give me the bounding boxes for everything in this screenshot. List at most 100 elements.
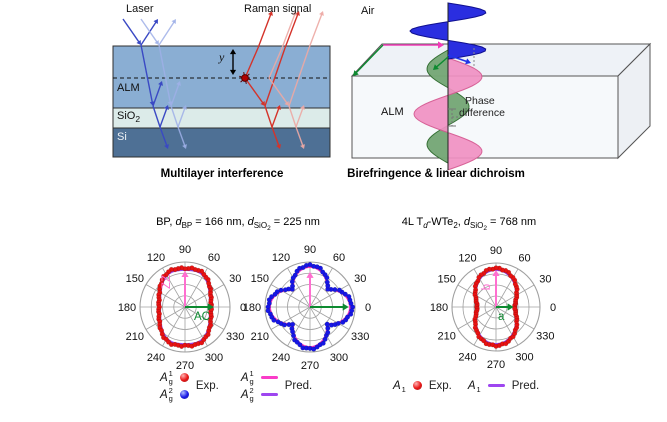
exp-dot (311, 346, 317, 352)
green-refracted-arrow (434, 56, 449, 69)
arrowhead (153, 19, 158, 24)
ag1-pred-marker (260, 376, 278, 379)
angle-label: 30 (354, 273, 366, 285)
arrowhead (353, 70, 359, 76)
arrow (257, 13, 272, 49)
angle-label: 90 (304, 244, 316, 256)
arrowhead (181, 271, 189, 277)
arrow (177, 126, 186, 147)
ac-axis-label: AC (194, 311, 210, 323)
angle-label: 60 (208, 252, 220, 264)
exp-dot (272, 291, 278, 297)
exp-dot (324, 279, 330, 285)
arrowhead (182, 105, 187, 110)
angle-label: 150 (437, 274, 455, 286)
exp-dot (289, 279, 295, 285)
exp-dot (290, 333, 297, 339)
green-edge-arrow (354, 44, 384, 75)
arrowhead (284, 101, 289, 106)
arrowhead (438, 41, 444, 49)
angle-label: 300 (205, 352, 223, 364)
raman-emitter-dot (241, 74, 249, 82)
exp-dot (349, 308, 355, 314)
exp-dot (335, 320, 341, 327)
arrow (152, 83, 162, 107)
angle-label: 90 (490, 245, 502, 257)
arrowhead (276, 105, 281, 110)
angle-label: 60 (333, 252, 345, 264)
panel-title-wte2: 4L Td-WTe2, dSiO2 = 768 nm (401, 216, 537, 232)
angle-label: 210 (126, 331, 144, 343)
pred-label-wte2: Pred. (511, 379, 540, 392)
angle-label: 210 (251, 331, 269, 343)
alm-cube-label: ALM (381, 106, 404, 118)
caption-multilayer-interference: Multilayer interference (160, 168, 284, 180)
arrow (308, 13, 323, 49)
arrow (268, 77, 289, 105)
arrow (158, 44, 172, 104)
angle-label: 240 (272, 352, 290, 364)
exp-dot (320, 340, 326, 346)
arrow (271, 126, 280, 147)
arrowhead (158, 81, 163, 86)
a1-pred-marker (487, 384, 505, 387)
birefringence-diagram (350, 2, 652, 171)
a1-exp-marker (412, 381, 422, 390)
a1-exp-symbol: A 1 (393, 379, 406, 394)
ag1-exp-marker (179, 373, 189, 382)
arrowhead (136, 40, 141, 45)
arrowhead (229, 49, 237, 55)
angle-label: 120 (147, 252, 165, 264)
angle-label: 90 (179, 244, 191, 256)
exp-label: Exp. (195, 380, 219, 392)
arrowhead (260, 101, 265, 106)
arrow (159, 126, 168, 147)
angle-label: 30 (229, 273, 241, 285)
cube-top-face (350, 43, 652, 77)
arrowhead (164, 105, 169, 110)
arrow (140, 44, 154, 104)
arrow (177, 107, 186, 128)
arrow (271, 107, 280, 128)
zz-axis-label: ZZ (161, 274, 173, 290)
arrow (170, 83, 180, 107)
arrowhead (433, 64, 439, 70)
b-axis-label: b (481, 283, 493, 291)
phase-difference-label-line1: Phase (465, 95, 495, 107)
sio2-layer-label: SiO2 (117, 110, 141, 124)
raman-signal-label: Raman signal (244, 3, 312, 15)
angle-label: 240 (458, 351, 476, 363)
angle-label: 0 (365, 302, 371, 314)
arrowhead (276, 144, 281, 149)
a1-pred-symbol: A 1 (467, 379, 481, 394)
arrow (284, 13, 299, 49)
angle-label: 240 (147, 352, 165, 364)
exp-dot (282, 287, 289, 293)
angle-label: 330 (536, 331, 554, 343)
arrowhead (207, 303, 214, 311)
exp-dot (512, 306, 518, 312)
exp-dot (265, 308, 271, 314)
arrowhead (229, 69, 237, 75)
arrowhead (164, 144, 169, 149)
exp-dot (294, 268, 300, 274)
exp-dot (281, 322, 288, 328)
exp-dot (346, 294, 352, 300)
angle-label: 150 (126, 273, 144, 285)
blue-polarization-arrow (447, 54, 469, 63)
arrowhead (300, 105, 305, 110)
arrow (159, 107, 168, 128)
cube-front-face (351, 75, 619, 159)
angle-label: 330 (226, 331, 244, 343)
angle-label: 120 (458, 253, 476, 265)
angle-label: 330 (351, 331, 369, 343)
caption-birefringence-dichroism: Birefringence & linear dichroism (347, 168, 525, 180)
exp-dot (320, 269, 326, 275)
air-label: Air (361, 5, 375, 17)
angle-label: 30 (539, 274, 551, 286)
